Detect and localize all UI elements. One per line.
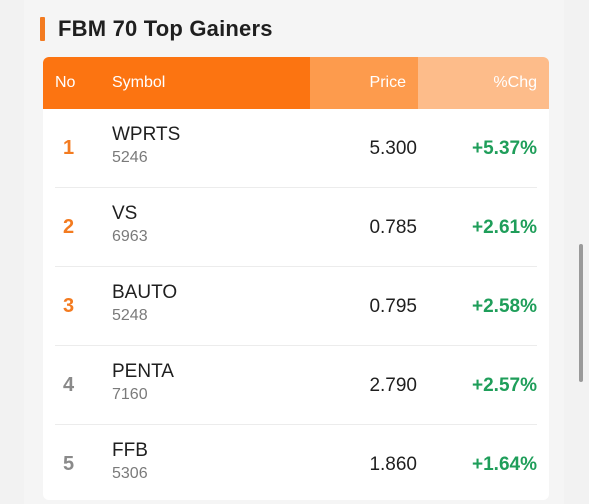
- column-header-price[interactable]: Price: [369, 74, 406, 91]
- column-header-change[interactable]: %Chg: [493, 74, 537, 91]
- percent-change: +2.58%: [472, 296, 537, 317]
- stock-symbol[interactable]: VS: [112, 203, 138, 224]
- table-row[interactable]: 3 BAUTO 5248 0.795 +2.58%: [55, 267, 537, 346]
- column-header-symbol[interactable]: Symbol: [112, 74, 166, 91]
- column-header-change-cell[interactable]: %Chg: [418, 57, 549, 109]
- widget-header: FBM 70 Top Gainers: [40, 15, 273, 43]
- stock-price: 2.790: [369, 375, 417, 396]
- rank-number: 5: [63, 453, 75, 475]
- gainers-table: No Symbol Price %Chg 1 WPRTS 5246 5.300 …: [43, 57, 549, 500]
- rank-number: 1: [63, 137, 75, 159]
- stock-price: 0.785: [369, 217, 417, 238]
- stock-code: 5246: [112, 149, 148, 166]
- stock-code: 5306: [112, 465, 148, 482]
- header-main-section: No Symbol: [43, 57, 310, 109]
- percent-change: +2.61%: [472, 217, 537, 238]
- stock-symbol[interactable]: PENTA: [112, 361, 174, 382]
- title-accent-bar: [40, 17, 45, 41]
- stock-code: 7160: [112, 386, 148, 403]
- percent-change: +5.37%: [472, 138, 537, 159]
- vertical-scrollbar[interactable]: [579, 244, 583, 382]
- percent-change: +1.64%: [472, 454, 537, 475]
- stock-price: 0.795: [369, 296, 417, 317]
- widget-title: FBM 70 Top Gainers: [58, 16, 273, 41]
- stock-code: 6963: [112, 228, 148, 245]
- column-header-no[interactable]: No: [55, 74, 76, 91]
- stock-price: 1.860: [369, 454, 417, 475]
- stock-symbol[interactable]: BAUTO: [112, 282, 178, 303]
- rank-number: 4: [63, 374, 75, 396]
- rank-number: 2: [63, 216, 75, 238]
- stock-price: 5.300: [369, 138, 417, 159]
- stock-symbol[interactable]: WPRTS: [112, 124, 181, 145]
- table-row[interactable]: 1 WPRTS 5246 5.300 +5.37%: [55, 109, 537, 188]
- stock-symbol[interactable]: FFB: [112, 440, 148, 461]
- stock-code: 5248: [112, 307, 148, 324]
- column-header-price-cell[interactable]: Price: [310, 57, 418, 109]
- rank-number: 3: [63, 295, 75, 317]
- table-row[interactable]: 4 PENTA 7160 2.790 +2.57%: [55, 346, 537, 425]
- percent-change: +2.57%: [472, 375, 537, 396]
- table-row[interactable]: 5 FFB 5306 1.860 +1.64%: [55, 425, 537, 500]
- table-header: No Symbol Price %Chg: [43, 57, 549, 109]
- table-row[interactable]: 2 VS 6963 0.785 +2.61%: [55, 188, 537, 267]
